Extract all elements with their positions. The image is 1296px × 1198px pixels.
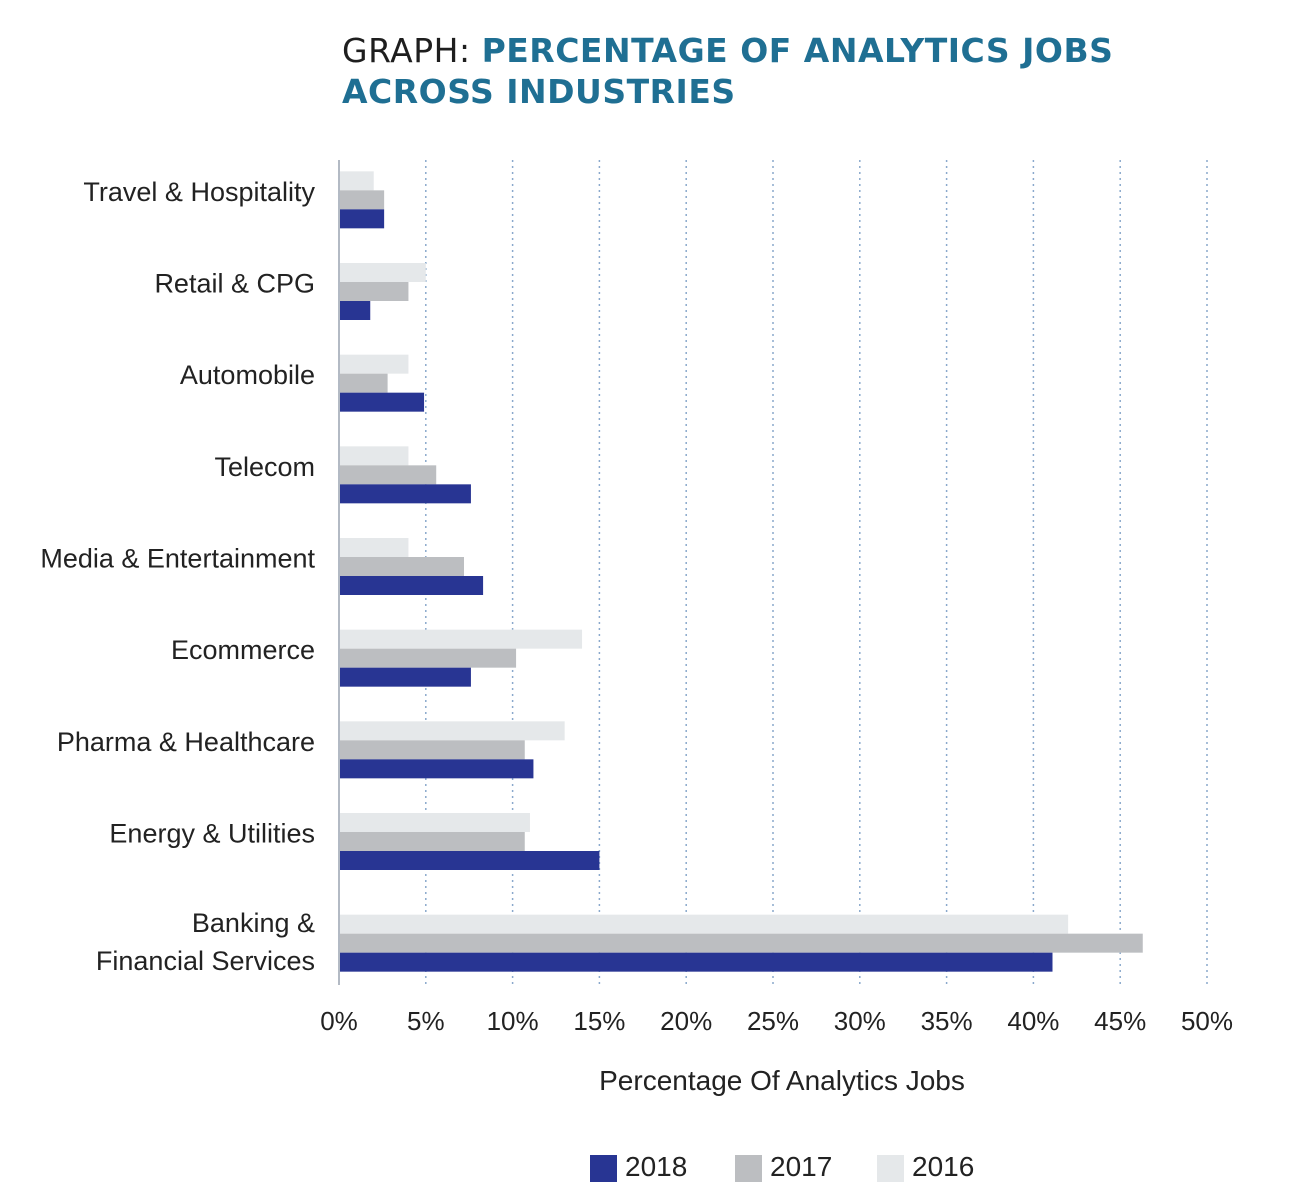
bar-2017 — [340, 373, 388, 393]
bar-2017 — [340, 933, 1143, 953]
category-label: Automobile — [180, 360, 315, 390]
x-axis-title: Percentage Of Analytics Jobs — [599, 1065, 965, 1096]
category-label: Travel & Hospitality — [83, 177, 315, 207]
bar-2017 — [340, 648, 517, 668]
chart-title: GRAPH: PERCENTAGE OF ANALYTICS JOBS ACRO… — [342, 30, 1262, 112]
bar-2018 — [340, 851, 600, 870]
bar-2017 — [340, 557, 464, 576]
bar-2017 — [340, 465, 437, 485]
bar-2016 — [340, 629, 583, 649]
category-label: Energy & Utilities — [109, 819, 315, 849]
chart-title-prefix: GRAPH: — [342, 31, 471, 70]
category-label: Ecommerce — [171, 635, 315, 665]
x-tick-label: 35% — [921, 1006, 973, 1036]
bar-2018 — [340, 952, 1053, 972]
category-label: Banking & — [192, 908, 315, 938]
legend-label-2018: 2018 — [625, 1151, 687, 1182]
bar-2016 — [340, 914, 1069, 934]
bars — [340, 171, 1143, 972]
bar-2016 — [340, 813, 530, 832]
bar-2017 — [340, 740, 525, 760]
category-label: Media & Entertainment — [40, 544, 315, 574]
category-label: Pharma & Healthcare — [57, 727, 315, 757]
x-tick-label: 25% — [747, 1006, 799, 1036]
x-tick-label: 0% — [320, 1006, 358, 1036]
bar-2018 — [340, 392, 425, 412]
x-tick-label: 15% — [573, 1006, 625, 1036]
x-tick-label: 30% — [834, 1006, 886, 1036]
bar-2018 — [340, 759, 534, 779]
bar-2016 — [340, 354, 409, 374]
bar-2016 — [340, 171, 374, 191]
category-label: Financial Services — [96, 946, 315, 976]
x-tick-label: 20% — [660, 1006, 712, 1036]
bar-2017 — [340, 282, 409, 301]
bar-2016 — [340, 538, 409, 557]
x-tick-label: 45% — [1094, 1006, 1146, 1036]
bar-2017 — [340, 832, 525, 851]
legend: 2018 2017 2016 — [590, 1151, 974, 1182]
bar-2018 — [340, 301, 371, 320]
bar-2017 — [340, 190, 385, 210]
legend-label-2017: 2017 — [770, 1151, 832, 1182]
chart-title-line1: PERCENTAGE OF ANALYTICS JOBS — [481, 31, 1114, 70]
bar-2018 — [340, 209, 385, 229]
legend-swatch-2016 — [877, 1155, 904, 1182]
category-labels: Travel & Hospitality Retail & CPG Automobi… — [40, 177, 315, 976]
x-tick-label: 10% — [487, 1006, 539, 1036]
bar-2016 — [340, 263, 426, 282]
chart-title-line2: ACROSS INDUSTRIES — [342, 72, 736, 111]
x-tick-label: 5% — [407, 1006, 445, 1036]
bar-2018 — [340, 484, 471, 504]
category-label: Telecom — [214, 452, 315, 482]
bar-2016 — [340, 721, 565, 741]
bar-2018 — [340, 667, 471, 687]
bar-2016 — [340, 446, 409, 466]
x-tick-label: 50% — [1181, 1006, 1233, 1036]
category-label: Retail & CPG — [154, 269, 315, 299]
legend-swatch-2018 — [590, 1155, 617, 1182]
x-tick-labels: 0% 5% 10% 15% 20% 25% 30% 35% 40% 45% 50% — [320, 1006, 1233, 1036]
legend-swatch-2017 — [735, 1155, 762, 1182]
x-tick-label: 40% — [1007, 1006, 1059, 1036]
gridlines — [338, 160, 1208, 985]
bar-2018 — [340, 576, 484, 595]
legend-label-2016: 2016 — [912, 1151, 974, 1182]
